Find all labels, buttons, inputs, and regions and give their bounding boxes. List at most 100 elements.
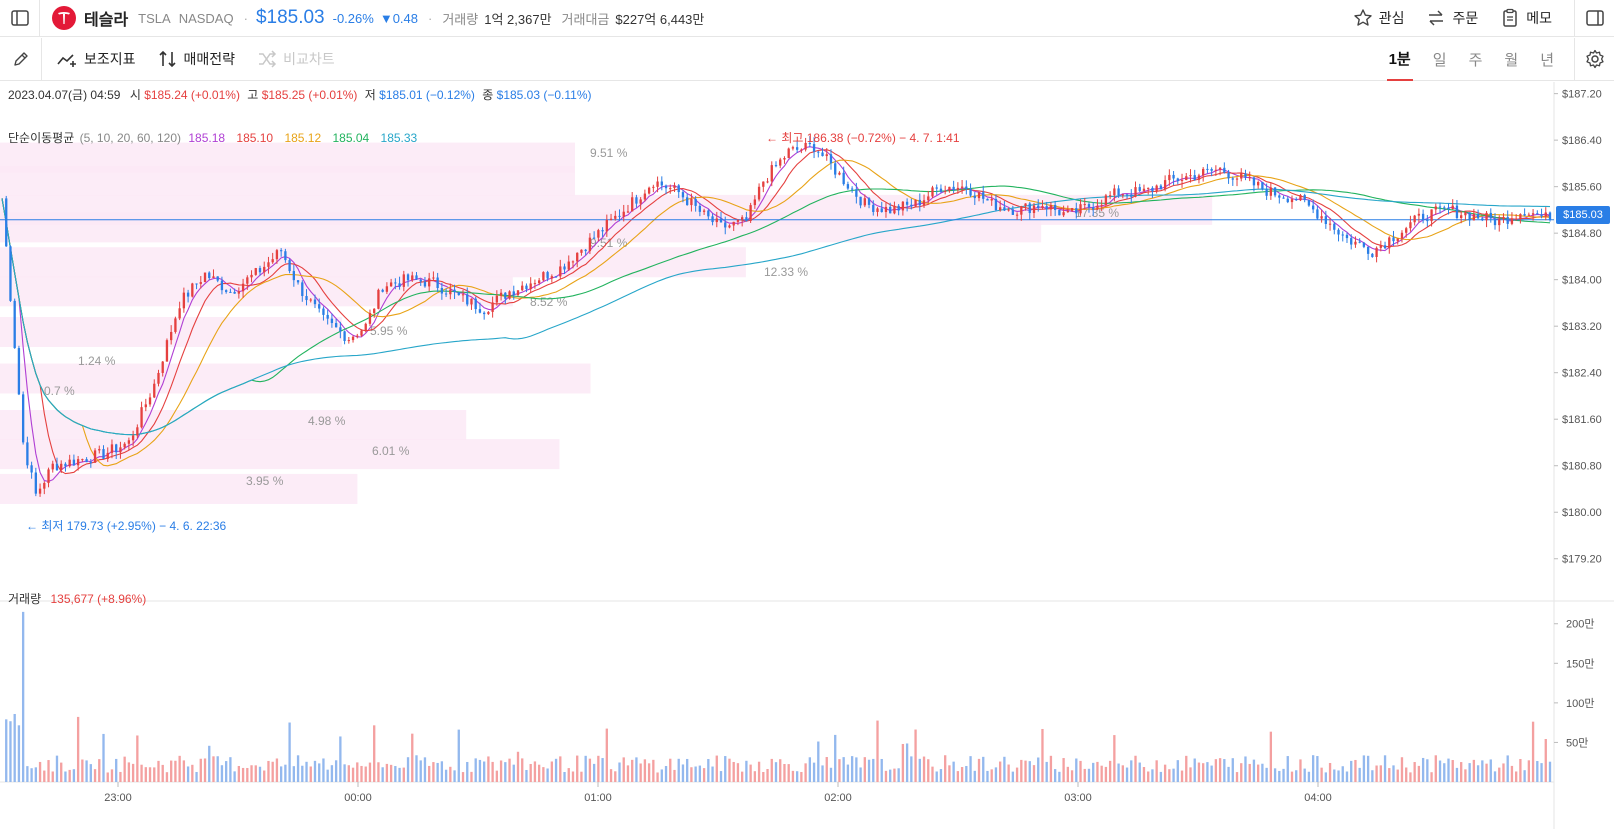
indicator-button[interactable]: 보조지표 <box>56 49 136 69</box>
volume-bar <box>1159 771 1163 782</box>
low-annotation: ← 최저 179.73 (+2.95%) − 4. 6. 22:36 <box>26 519 227 533</box>
candle-body <box>542 272 545 281</box>
candle-body <box>1121 194 1124 196</box>
compare-chart-button[interactable]: 비교차트 <box>257 49 335 69</box>
volume-tick-label: 200만 <box>1566 618 1594 631</box>
volume-bar <box>1333 769 1336 782</box>
volume-bar <box>889 769 892 782</box>
volume-bar <box>542 767 545 782</box>
volume-bar <box>364 766 367 782</box>
volume-bar <box>774 762 778 782</box>
order-button[interactable]: 주문 <box>1426 8 1478 28</box>
volume-bar <box>208 745 211 782</box>
sidebar-toggle-icon[interactable] <box>0 0 40 37</box>
volume-bar <box>1320 767 1323 782</box>
timeframe-month[interactable]: 월 <box>1504 51 1519 69</box>
candle-body <box>1460 215 1463 218</box>
settings-gear-icon[interactable] <box>1574 37 1614 81</box>
volume-bar <box>419 760 422 782</box>
volume-bar <box>1151 769 1154 782</box>
volume-bar <box>508 758 511 782</box>
candle-body <box>660 181 663 186</box>
volume-bar <box>55 755 59 782</box>
watchlist-button[interactable]: 관심 <box>1353 8 1404 28</box>
volume-bar <box>698 765 702 782</box>
volume-bar <box>931 766 934 782</box>
volume-bar <box>702 768 706 782</box>
price-chart[interactable]: 9.51 %9.51 %12.33 %17.35 %8.52 %5.95 %1.… <box>0 82 1614 829</box>
volume-label: 거래량 <box>442 11 479 27</box>
strategy-button[interactable]: 매매전략 <box>158 49 235 69</box>
volume-bar <box>1515 771 1518 782</box>
candle-body <box>588 237 592 252</box>
candle-body <box>829 154 833 164</box>
volume-bar <box>60 762 63 782</box>
candle-body <box>1345 234 1349 239</box>
memo-button[interactable]: 메모 <box>1500 8 1552 28</box>
legend-datetime: 2023.04.07(금) 04:59 <box>8 88 121 102</box>
volume-bar <box>1536 761 1539 782</box>
candle-body <box>1366 246 1370 254</box>
timeframe-year[interactable]: 년 <box>1540 51 1554 69</box>
timeframe-week[interactable]: 주 <box>1468 51 1483 69</box>
candle-body <box>1515 218 1518 220</box>
volume-bar <box>1544 739 1547 782</box>
candle-body <box>81 459 84 461</box>
candle-body <box>504 292 507 299</box>
candle-body <box>1261 181 1264 190</box>
volume-bar <box>749 764 752 782</box>
volume-bar <box>170 760 173 782</box>
right-panel-toggle-icon[interactable] <box>1574 0 1614 37</box>
separator-dot: · <box>243 10 248 26</box>
volume-bar <box>601 758 604 782</box>
candle-body <box>753 199 757 206</box>
candle-body <box>1180 180 1184 182</box>
candle-body <box>1058 210 1061 216</box>
volume-bar <box>148 767 152 782</box>
candle-body <box>1189 175 1192 177</box>
candle-body <box>631 197 634 212</box>
volume-bar <box>846 764 850 782</box>
candle-body <box>944 190 947 192</box>
candle-body <box>30 465 33 473</box>
candle-body <box>872 204 875 212</box>
candle-body <box>732 221 735 226</box>
volume-bar <box>174 760 177 782</box>
candle-body <box>939 188 943 192</box>
candle-body <box>127 440 131 444</box>
volume-bar <box>745 760 748 782</box>
candle-body <box>1147 187 1150 189</box>
candle-body <box>559 266 562 277</box>
volume-bar <box>1426 759 1429 782</box>
volume-bar <box>246 767 249 782</box>
timeframe-1min[interactable]: 1분 <box>1386 38 1413 81</box>
volume-bar <box>21 611 25 782</box>
candle-body <box>98 449 101 451</box>
volume-bar <box>483 761 486 782</box>
volume-bar <box>1383 755 1387 782</box>
candle-body <box>952 186 955 190</box>
candle-body <box>246 277 249 284</box>
candle-body <box>1383 245 1387 249</box>
candle-body <box>313 299 317 305</box>
volume-bar <box>1451 760 1454 782</box>
volume-bar <box>935 771 938 782</box>
volume-bar <box>1413 762 1416 782</box>
candle-body <box>537 280 541 284</box>
volume-bar <box>140 764 143 782</box>
candle-body <box>1218 167 1222 170</box>
candle-body <box>440 288 444 294</box>
candle-body <box>897 205 900 211</box>
candle-body <box>905 201 909 205</box>
volume-bar <box>1053 769 1057 782</box>
ma-legend[interactable]: 단순이동평균 (5, 10, 20, 60, 120) 185.18 185.1… <box>8 131 418 145</box>
draw-pencil-icon[interactable] <box>0 37 42 81</box>
candle-body <box>1464 212 1467 216</box>
timeframe-day[interactable]: 일 <box>1432 51 1447 69</box>
chart-area[interactable]: 9.51 % 9.51 % 12.33 % 17.35 % 8.52 % 5.95 % 1.… <box>0 82 1614 829</box>
candle-body <box>1498 219 1501 226</box>
volume-bar <box>461 772 465 782</box>
volume-bar <box>994 767 998 782</box>
candle-body <box>1159 185 1163 190</box>
candle-body <box>21 394 25 443</box>
